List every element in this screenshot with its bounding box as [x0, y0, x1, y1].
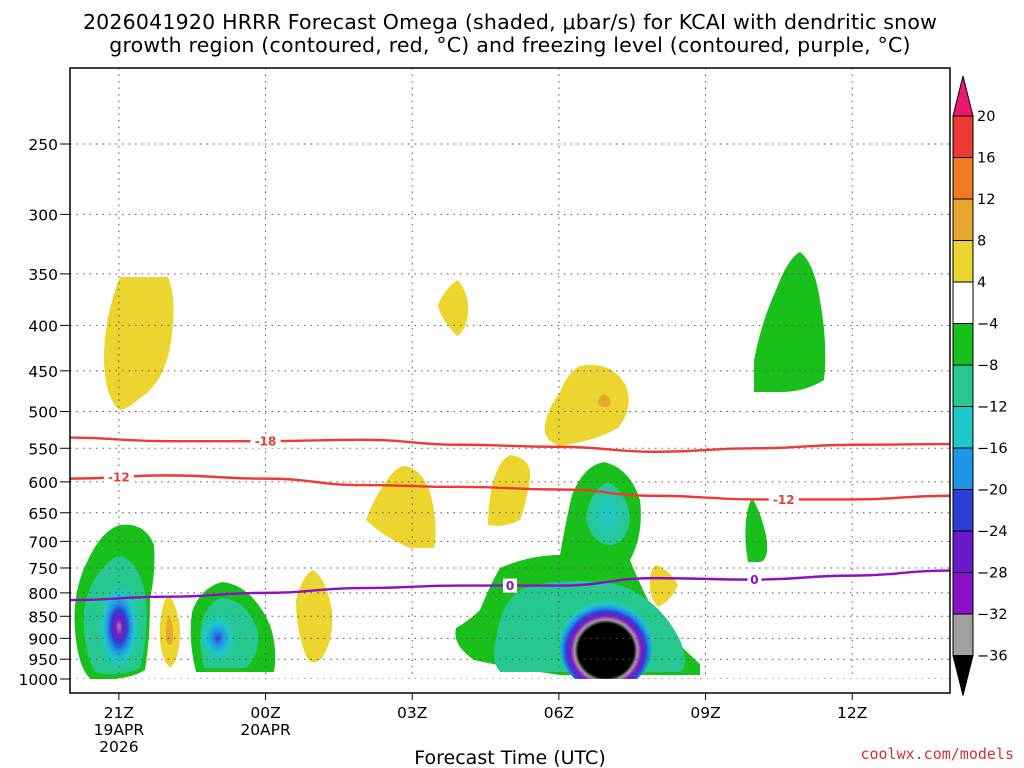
omega-region-sinking-upper-right: [754, 252, 826, 392]
x-tick-year: 2026: [99, 738, 138, 756]
colorbar-box: [952, 115, 974, 158]
colorbar-box: [952, 530, 974, 573]
x-tick-date: 20APR: [240, 721, 291, 739]
contour-label: -12: [773, 493, 795, 507]
colorbar-label: −4: [977, 317, 998, 333]
y-tick-label: 800: [28, 585, 58, 603]
colorbar-box: [952, 240, 974, 283]
y-tick-label: 450: [28, 363, 58, 381]
colorbar-label: 12: [977, 192, 995, 208]
y-tick-label: 650: [28, 505, 58, 523]
contour-label-bg: [768, 492, 799, 507]
y-tick-label: 400: [28, 317, 58, 335]
colorbar-label: −28: [977, 566, 1008, 582]
temperature-contours: -18 -12 -12 0 0: [70, 434, 950, 602]
contour-label-bg: [503, 578, 517, 593]
x-tick-date: 19APR: [94, 721, 145, 739]
contour-label: -18: [255, 435, 277, 449]
y-tick-label: 250: [28, 136, 58, 154]
colorbar-box: [952, 323, 974, 366]
y-tick-label: 550: [28, 440, 58, 458]
contour-line--12: [70, 474, 950, 501]
omega-region-rising-650: [366, 466, 436, 548]
colorbar-label: 16: [977, 151, 995, 167]
colorbar-box: [952, 613, 974, 656]
colorbar-label: −32: [977, 607, 1008, 623]
omega-region-rising-620: [488, 455, 531, 526]
colorbar: 20 16 12 8 4 −4 −8 −12 −16 −20 −24 −28 −32 −36: [952, 75, 1008, 696]
omega-region-sinking-700: [745, 498, 768, 562]
omega-region-rising-850: [296, 570, 333, 663]
chart-title-line-2: growth region (contoured, red, °C) and f…: [109, 33, 910, 57]
y-tick-label: 500: [28, 404, 58, 422]
colorbar-label: −16: [977, 441, 1008, 457]
contour-label: 0: [506, 579, 514, 593]
omega-region-sinking-cyan: [586, 482, 630, 545]
colorbar-box: [952, 198, 974, 241]
x-tick-label: 21Z: [104, 704, 134, 722]
x-tick-label: 03Z: [397, 704, 427, 722]
colorbar-label: −8: [977, 358, 998, 374]
y-tick-label: 750: [28, 560, 58, 578]
colorbar-box: [952, 489, 974, 532]
colorbar-label: 20: [977, 109, 995, 125]
colorbar-label: 8: [977, 234, 986, 250]
contour-label: -12: [108, 471, 130, 485]
omega-region-rising-400: [438, 280, 469, 336]
chart-title-line-1: 2026041920 HRRR Forecast Omega (shaded, …: [83, 10, 937, 34]
omega-region-rising-500: [544, 364, 629, 446]
contour-label-bg: [250, 434, 281, 449]
colorbar-label: 4: [977, 275, 986, 291]
y-tick-label: 350: [28, 266, 58, 284]
contour-label-bg: [747, 572, 762, 587]
x-axis-title: Forecast Time (UTC): [414, 747, 605, 768]
colorbar-box: [952, 447, 974, 490]
colorbar-label: −36: [977, 649, 1008, 665]
contour-label: 0: [750, 573, 758, 587]
y-tick-label: 700: [28, 533, 58, 551]
omega-core-main: [560, 601, 652, 679]
omega-shading: [74, 252, 826, 679]
colorbar-box: [952, 157, 974, 200]
colorbar-box: [952, 406, 974, 449]
y-tick-label: 850: [28, 608, 58, 626]
omega-region-rising-780: [649, 565, 678, 607]
y-tick-label: 900: [28, 630, 58, 648]
x-tick-label: 00Z: [250, 704, 280, 722]
plot-frame: [69, 67, 951, 694]
omega-region-rising-upper-left: [104, 277, 174, 410]
y-tick-label: 300: [28, 206, 58, 224]
colorbar-arrow-bottom: [952, 655, 974, 696]
y-tick-label: 600: [28, 474, 58, 492]
x-tick-label: 12Z: [837, 704, 867, 722]
contour-line--18: [70, 436, 950, 453]
omega-core-23z: [200, 614, 236, 662]
colorbar-box: [952, 572, 974, 615]
y-axis-ticks: 250 300 350 400 450 500 550 600 650 700 750 800 850 9…: [19, 136, 70, 689]
contour-label-bg: [103, 470, 134, 485]
gridlines: [70, 68, 950, 679]
y-tick-label: 1000: [19, 671, 58, 689]
colorbar-label: −24: [977, 524, 1008, 540]
plot-area: -18 -12 -12 0 0: [70, 68, 950, 693]
colorbar-box: [952, 364, 974, 407]
ground-surface: [70, 679, 950, 693]
y-tick-label: 950: [28, 651, 58, 669]
colorbar-label: −12: [977, 400, 1008, 416]
colorbar-box: [952, 281, 974, 324]
credit-text: coolwx.com/models: [860, 745, 1014, 763]
colorbar-arrow-top: [952, 75, 974, 117]
omega-region-rising-sliver-core: [165, 615, 174, 645]
omega-region-rising-500-core: [598, 394, 611, 408]
x-tick-label: 09Z: [690, 704, 720, 722]
colorbar-label: −20: [977, 483, 1008, 499]
x-tick-label: 06Z: [544, 704, 574, 722]
